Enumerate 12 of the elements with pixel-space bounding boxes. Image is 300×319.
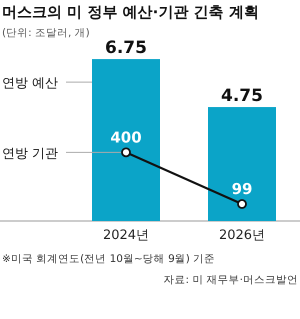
text: 자료: 미 재무부·머스크발언 bbox=[163, 274, 298, 286]
text: ※미국 회계연도(전년 10월~당해 9월) 기준 bbox=[2, 253, 216, 265]
data-label: 400 bbox=[110, 128, 142, 146]
x-tick-label: 2026년 bbox=[218, 228, 266, 243]
x-tick-label: 2024년 bbox=[102, 228, 150, 243]
data-label: 4.75 bbox=[221, 86, 263, 106]
text: 연방 기관 bbox=[2, 146, 58, 162]
chart-title: 머스크의 미 정부 예산·기관 긴축 계획 bbox=[2, 3, 259, 21]
data-label: 6.75 bbox=[105, 38, 147, 58]
chart-subtitle: (단위: 조달러, 개) bbox=[2, 27, 90, 39]
text: 연방 예산 bbox=[2, 76, 58, 92]
data-label: 99 bbox=[232, 180, 252, 198]
